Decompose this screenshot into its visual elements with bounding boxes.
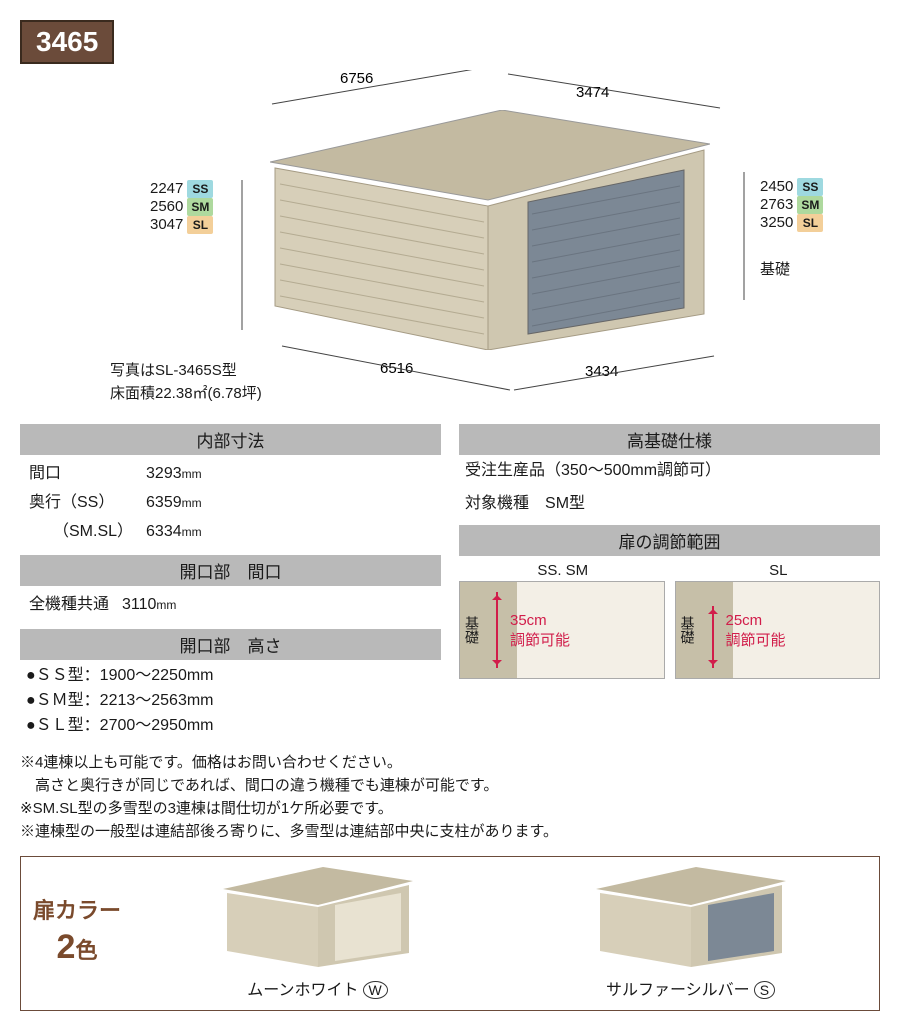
footnotes: ※4連棟以上も可能です。価格はお問い合わせください。 高さと奥行きが同じであれば…	[20, 751, 880, 844]
door-color-panel: 扉カラー 2色 ムーンホワイト W サルファーシルバーS	[20, 856, 880, 1011]
spec-right: 高基礎仕様 受注生産品（350～500mm調節可） 対象機種 SM型 扉の調節範…	[459, 418, 880, 741]
rh-2: 3250	[760, 214, 793, 231]
note-3: ※SM.SL型の多雪型の3連棟は間仕切が1ケ所必要です。	[20, 797, 880, 820]
swatch-s: サルファーシルバーS	[514, 867, 867, 1000]
dim-top-depth: 6756	[340, 70, 373, 87]
model-badge: 3465	[20, 20, 114, 64]
adj-text-1: 25cm 調節可能	[726, 612, 786, 650]
note-1: ※4連棟以上も可能です。価格はお問い合わせください。	[20, 751, 880, 774]
dimension-diagram: 6756 3474 2247SS 2560SM 3047SL 2450SS 27…	[20, 70, 880, 410]
adj-label-0: SS. SM	[461, 562, 665, 579]
tag-ss-icon: SS	[187, 180, 213, 198]
oh-sl: ●ＳＬ型：2700～2950mm	[26, 714, 441, 739]
hf-target-label: 対象機種	[465, 495, 529, 512]
dim-bottom-depth: 6516	[380, 360, 413, 377]
swatch-code-s: S	[754, 981, 775, 999]
color-title: 扉カラー 2色	[33, 897, 121, 970]
note-2: 高さと奥行きが同じであれば、間口の違う機種でも連棟が可能です。	[20, 774, 880, 797]
caption-2: 床面積22.38㎡(6.78坪)	[110, 383, 262, 406]
spec-left: 内部寸法 間口3293mm 奥行（SS）6359mm （SM.SL）6334mm…	[20, 418, 441, 741]
lh-2: 3047	[150, 216, 183, 233]
adj-label-1: SL	[677, 562, 881, 579]
note-4: ※連棟型の一般型は連結部後ろ寄りに、多雪型は連結部中央に支柱があります。	[20, 820, 880, 843]
kiso-label: 基礎	[760, 258, 823, 279]
adj-text-0: 35cm 調節可能	[510, 612, 570, 650]
left-heights: 2247SS 2560SM 3047SL	[150, 180, 213, 234]
swatch-code-w: W	[363, 981, 388, 999]
lh-1: 2560	[150, 198, 183, 215]
lh-0: 2247	[150, 180, 183, 197]
right-heights: 2450SS 2763SM 3250SL 基礎	[760, 178, 823, 279]
oh-ss: ●ＳＳ型：1900～2250mm	[26, 664, 441, 689]
rh-0: 2450	[760, 178, 793, 195]
tag-sm-icon: SM	[187, 198, 213, 216]
tag-sl-icon: SL	[797, 214, 823, 232]
shed-illustration	[270, 110, 710, 350]
spec-area: 内部寸法 間口3293mm 奥行（SS）6359mm （SM.SL）6334mm…	[20, 418, 880, 741]
hdr-opening-h: 開口部 高さ	[20, 629, 441, 660]
hf-target-val: SM型	[545, 495, 585, 512]
adj-fig-1: 基礎 25cm 調節可能	[675, 581, 881, 679]
swatch-w: ムーンホワイト W	[141, 867, 494, 1000]
caption-1: 写真はSL-3465S型	[110, 360, 262, 383]
swatch-name-s: サルファーシルバー	[606, 982, 750, 999]
hdr-internal-dim: 内部寸法	[20, 424, 441, 455]
kiso-1: 基礎	[678, 616, 698, 644]
hdr-high-foundation: 高基礎仕様	[459, 424, 880, 455]
door-adjust-diagrams: SS. SM 基礎 35cm 調節可能 SL 基礎 25cm 調節可能	[459, 560, 880, 679]
hf-note: 受注生産品（350～500mm調節可）	[465, 459, 880, 484]
hdr-door-adjust: 扉の調節範囲	[459, 525, 880, 556]
oh-sm: ●ＳＭ型：2213～2563mm	[26, 689, 441, 714]
color-count: 2	[57, 928, 76, 966]
tag-sl-icon: SL	[187, 216, 213, 234]
adj-fig-0: 基礎 35cm 調節可能	[459, 581, 665, 679]
dim-bottom-width: 3434	[585, 363, 618, 380]
internal-dim-rows: 間口3293mm 奥行（SS）6359mm （SM.SL）6334mm	[20, 455, 214, 549]
rh-1: 2763	[760, 196, 793, 213]
hdr-opening-w: 開口部 間口	[20, 555, 441, 586]
swatch-name-w: ムーンホワイト	[247, 982, 358, 999]
kiso-0: 基礎	[462, 616, 482, 644]
dim-top-width: 3474	[576, 84, 609, 101]
tag-ss-icon: SS	[797, 178, 823, 196]
tag-sm-icon: SM	[797, 196, 823, 214]
photo-caption: 写真はSL-3465S型 床面積22.38㎡(6.78坪)	[110, 360, 262, 405]
